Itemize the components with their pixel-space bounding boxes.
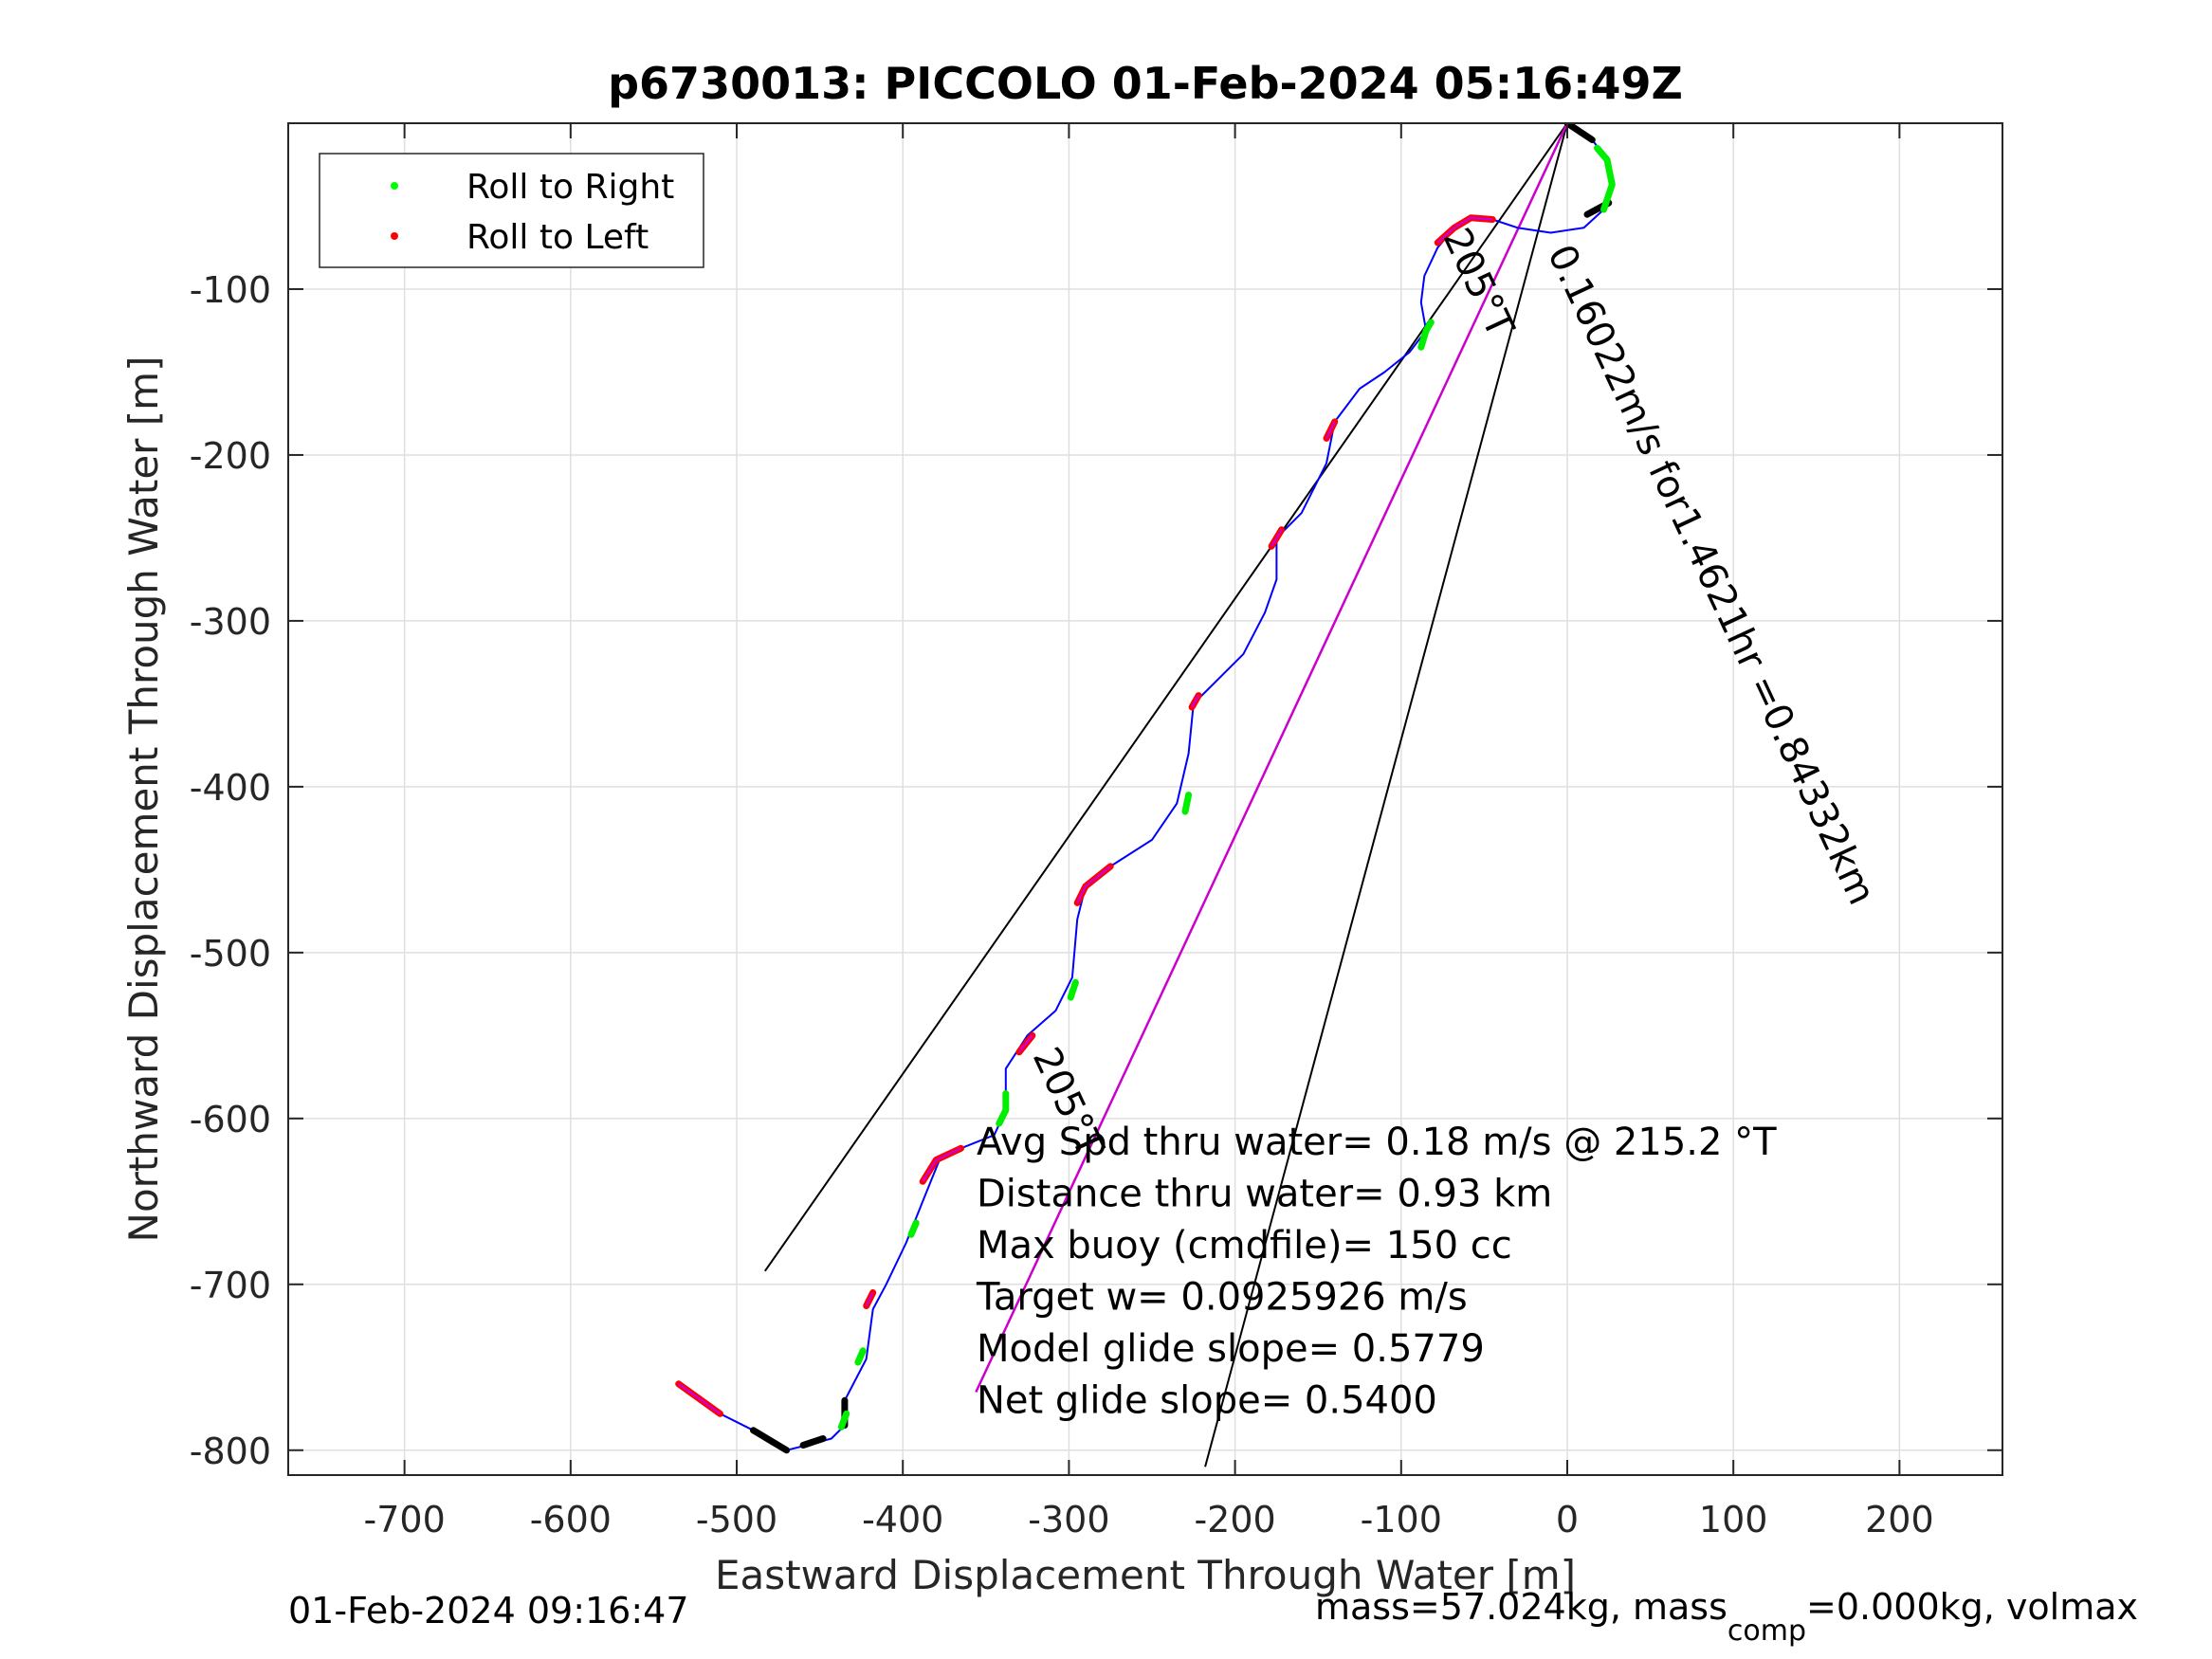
- roll-left-overlay: [1325, 421, 1336, 439]
- legend-box: [319, 153, 704, 268]
- footer-mass-sub: comp: [1728, 1614, 1806, 1648]
- stat-line: Target w= 0.0925926 m/s: [976, 1276, 1468, 1320]
- stat-line: Distance thru water= 0.93 km: [977, 1173, 1552, 1216]
- roll-right-segment: [996, 1090, 1010, 1127]
- roll-right-segment: [1594, 144, 1616, 213]
- y-tick-label: -300: [190, 601, 271, 643]
- legend: Roll to Right Roll to Left: [319, 153, 704, 268]
- roll-right-segment: [907, 1219, 920, 1238]
- roll-left-overlay: [1191, 694, 1200, 708]
- roll-right-segment: [1417, 319, 1435, 351]
- plot-frame: [287, 122, 2003, 1476]
- footer-mass-info: mass=57.024kg, masscomp=0.000kg, volmax: [1315, 1586, 2138, 1648]
- roll-left-overlay: [1017, 1034, 1033, 1053]
- roll-left-overlay: [677, 1382, 722, 1415]
- mean-heading-line: [975, 123, 1569, 1394]
- x-tick-label: -700: [364, 1499, 446, 1540]
- plot-area: [288, 123, 2002, 1475]
- neutral-roll-segment: [1563, 123, 1596, 143]
- roll-right-segment: [1181, 792, 1193, 815]
- stat-line: Max buoy (cmdfile)= 150 cc: [977, 1224, 1512, 1267]
- grid-lines: [288, 123, 2002, 1475]
- y-tick-label: -400: [190, 767, 271, 809]
- stat-line: Net glide slope= 0.5400: [977, 1379, 1437, 1423]
- x-tick-label: 200: [1865, 1499, 1934, 1540]
- x-tick-label: -100: [1361, 1499, 1442, 1540]
- stat-line: Model glide slope= 0.5779: [977, 1327, 1485, 1371]
- footer-mass-prefix: mass=57.024kg, mass: [1315, 1586, 1728, 1628]
- roll-left-overlay: [1271, 529, 1283, 547]
- cone-line: [763, 123, 1568, 1272]
- track-layer: [675, 123, 1616, 1468]
- roll-right-segment: [854, 1347, 867, 1366]
- stat-line: Avg Spd thru water= 0.18 m/s @ 215.2 °T: [977, 1121, 1777, 1164]
- x-tick-label: -500: [696, 1499, 777, 1540]
- y-axis-label: Northward Displacement Through Water [m]: [120, 356, 167, 1243]
- stats-annotations: Avg Spd thru water= 0.18 m/s @ 215.2 °T D…: [976, 1121, 1777, 1423]
- x-tick-label: -300: [1028, 1499, 1109, 1540]
- y-tick-label: -700: [190, 1265, 271, 1306]
- x-tick-label: -200: [1194, 1499, 1275, 1540]
- x-tick-label: 0: [1556, 1499, 1579, 1540]
- tick-layer: [288, 123, 2002, 1475]
- footer-timestamp: 01-Feb-2024 09:16:47: [288, 1590, 689, 1632]
- x-tick-label: -600: [530, 1499, 612, 1540]
- legend-marker-roll-right: [391, 182, 398, 190]
- footer-mass-suffix: =0.000kg, volmax: [1806, 1586, 2138, 1628]
- y-tick-label: -800: [190, 1431, 271, 1472]
- chart-title: p6730013: PICCOLO 01-Feb-2024 05:16:49Z: [608, 58, 1683, 109]
- roll-left-overlay: [922, 1147, 962, 1182]
- neutral-roll-segment: [799, 1435, 827, 1449]
- x-axis-label: Eastward Displacement Through Water [m]: [715, 1552, 1576, 1598]
- y-tick-labels: -100 -200 -300 -400 -500 -600 -700 -800: [190, 269, 271, 1472]
- roll-left-overlay: [1076, 865, 1111, 903]
- y-tick-label: -600: [190, 1099, 271, 1140]
- roll-right-segment: [837, 1410, 850, 1431]
- legend-label-roll-right: Roll to Right: [466, 168, 674, 207]
- y-tick-label: -100: [190, 269, 271, 311]
- cone-line: [1204, 123, 1568, 1468]
- x-tick-label: 100: [1699, 1499, 1768, 1540]
- roll-left-overlay: [865, 1291, 874, 1307]
- neutral-roll-segment: [750, 1427, 791, 1454]
- roll-left-overlay: [1436, 216, 1493, 244]
- y-tick-label: -200: [190, 435, 271, 477]
- legend-marker-roll-left: [391, 232, 398, 240]
- roll-right-segment: [1067, 978, 1079, 1001]
- legend-label-roll-left: Roll to Left: [466, 218, 649, 257]
- x-tick-label: -400: [862, 1499, 943, 1540]
- y-tick-label: -500: [190, 933, 271, 975]
- x-tick-labels: -700 -600 -500 -400 -300 -200 -100 0 100 200: [364, 1499, 1934, 1540]
